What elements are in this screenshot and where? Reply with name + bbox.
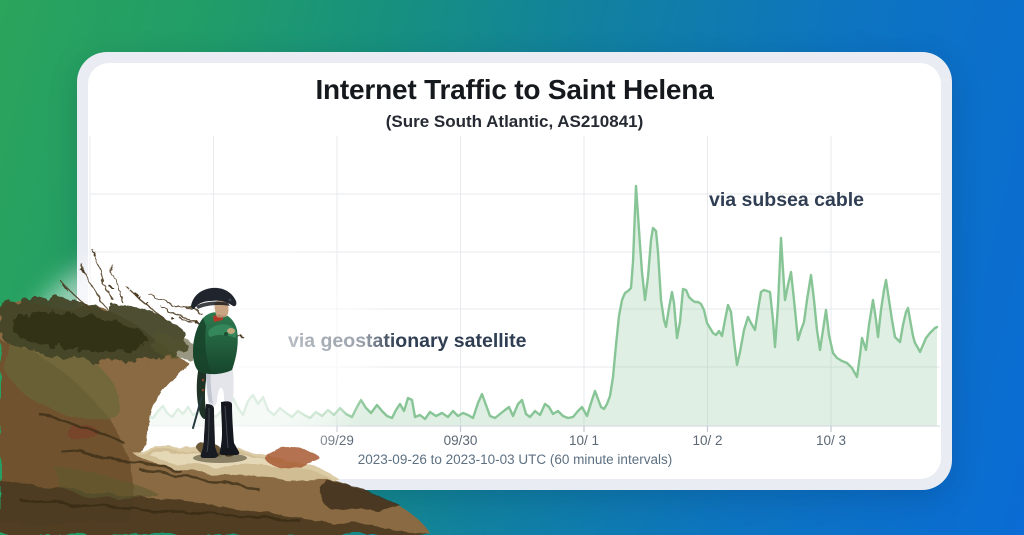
page-subtitle: (Sure South Atlantic, AS210841) [385, 112, 644, 131]
chart-caption: 2023-09-26 to 2023-10-03 UTC (60 minute … [357, 452, 673, 467]
annotation-geostationary-satellite: via geostationary satellite [288, 330, 527, 352]
page-title: Internet Traffic to Saint Helena [315, 74, 714, 105]
annotation-subsea-cable: via subsea cable [709, 189, 865, 211]
